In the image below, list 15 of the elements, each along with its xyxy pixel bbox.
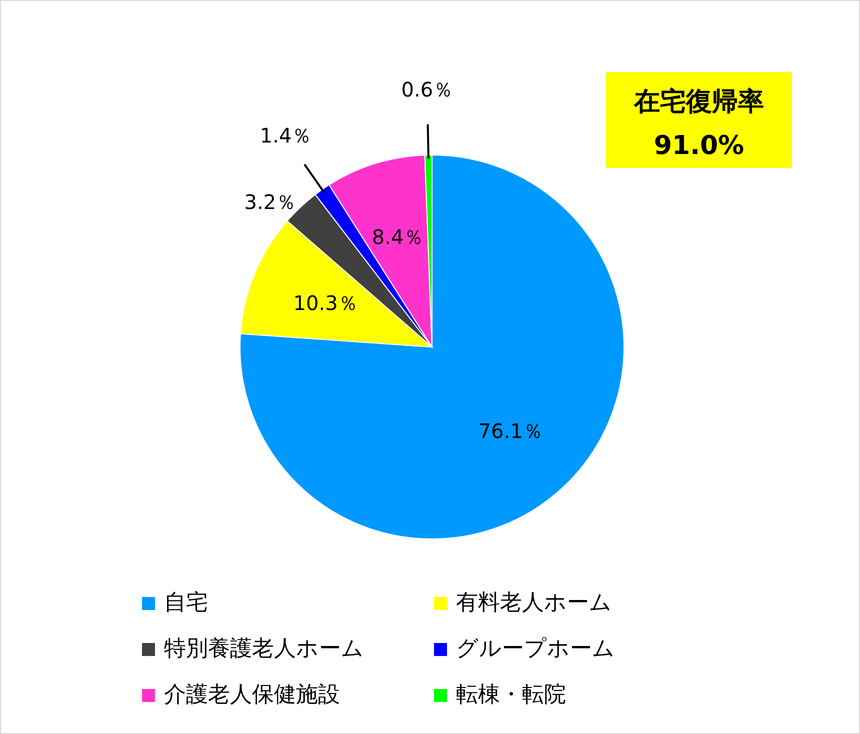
legend-label: 自宅 [164, 590, 208, 616]
legend-label: 有料老人ホーム [456, 590, 612, 616]
data-label: 76.1％ [478, 419, 543, 444]
data-label: 3.2％ [244, 190, 296, 214]
legend-label: 転棟・転院 [456, 682, 566, 708]
data-label: 8.4％ [372, 225, 424, 249]
legend-label: 介護老人保健施設 [164, 682, 340, 708]
data-label: 10.3％ [293, 290, 358, 315]
data-label: 1.4％ [260, 124, 312, 148]
pie-slice [240, 154, 624, 540]
data-label: 0.6％ [401, 78, 454, 102]
text: 在宅復帰率 [633, 87, 764, 117]
legend-label: 特別養護老人ホーム [164, 636, 364, 662]
legend-label: グループホーム [456, 636, 615, 662]
text: 91.0% [654, 131, 744, 161]
